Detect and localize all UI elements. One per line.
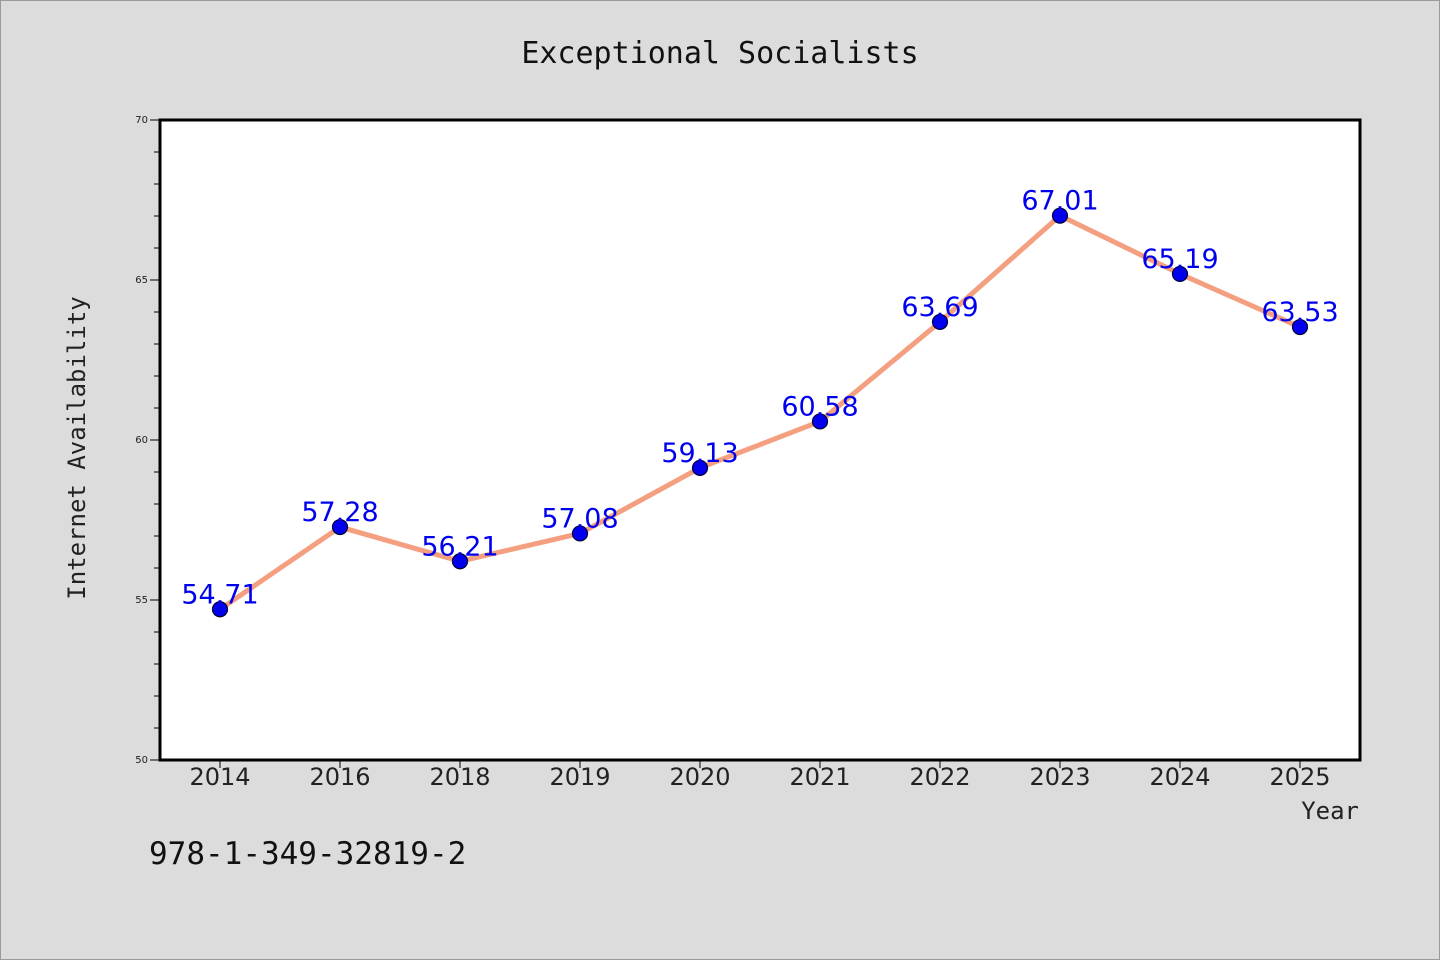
chart-title: Exceptional Socialists: [521, 36, 918, 71]
y-tick-label: 70: [135, 115, 148, 126]
data-label: 56.21: [421, 531, 498, 562]
data-label: 60.58: [781, 391, 858, 422]
data-point: [211, 601, 229, 618]
data-point: [1171, 265, 1189, 283]
data-label: 65.19: [1141, 244, 1218, 275]
y-tick-label: 50: [135, 755, 148, 766]
y-tick-label: 60: [135, 435, 148, 446]
footnote-text: 978-1-349-32819-2: [149, 836, 466, 872]
x-tick-label: 2018: [429, 763, 490, 791]
data-labels: 54.71 57.28 56.21 57.08 59.13 60.58 63.69 67.01…: [181, 186, 1338, 611]
y-tick-label: 65: [135, 275, 148, 286]
data-label: 67.01: [1021, 186, 1098, 217]
plot-border: [158, 118, 1362, 762]
x-tick-label: 2022: [909, 763, 970, 791]
series-line: [217, 213, 1303, 612]
x-axis-ticks: 2014 2016 2018 2019 2020 2021 2022 2023 2024 2025: [189, 760, 1331, 791]
x-tick-label: 2023: [1029, 763, 1090, 791]
y-axis-ticks: 50 55 60 65 70: [135, 115, 160, 766]
data-point: [1291, 318, 1309, 336]
data-point: [691, 459, 709, 476]
x-tick-label: 2021: [789, 763, 850, 791]
x-tick-label: 2016: [309, 763, 370, 791]
data-label: 57.08: [541, 503, 618, 534]
y-tick-label: 55: [135, 595, 148, 606]
data-point: [451, 553, 469, 570]
x-axis-label: Year: [1301, 797, 1359, 825]
x-tick-label: 2019: [549, 763, 610, 791]
data-point: [811, 413, 829, 430]
data-point: [571, 525, 589, 542]
data-label: 54.71: [181, 579, 258, 610]
data-label: 59.13: [661, 438, 738, 469]
data-point: [331, 518, 349, 536]
data-label: 57.28: [301, 497, 378, 528]
data-label: 63.69: [901, 292, 978, 323]
data-label: 63.53: [1261, 297, 1338, 328]
x-tick-label: 2020: [669, 763, 730, 791]
data-point: [931, 313, 949, 331]
x-tick-label: 2025: [1269, 763, 1330, 791]
y-axis-label: Internet Availability: [63, 296, 91, 599]
plot-area: [160, 120, 1360, 760]
data-point: [1051, 207, 1069, 224]
x-tick-label: 2014: [189, 763, 250, 791]
x-tick-label: 2024: [1149, 763, 1210, 791]
series-layer: [211, 207, 1309, 618]
